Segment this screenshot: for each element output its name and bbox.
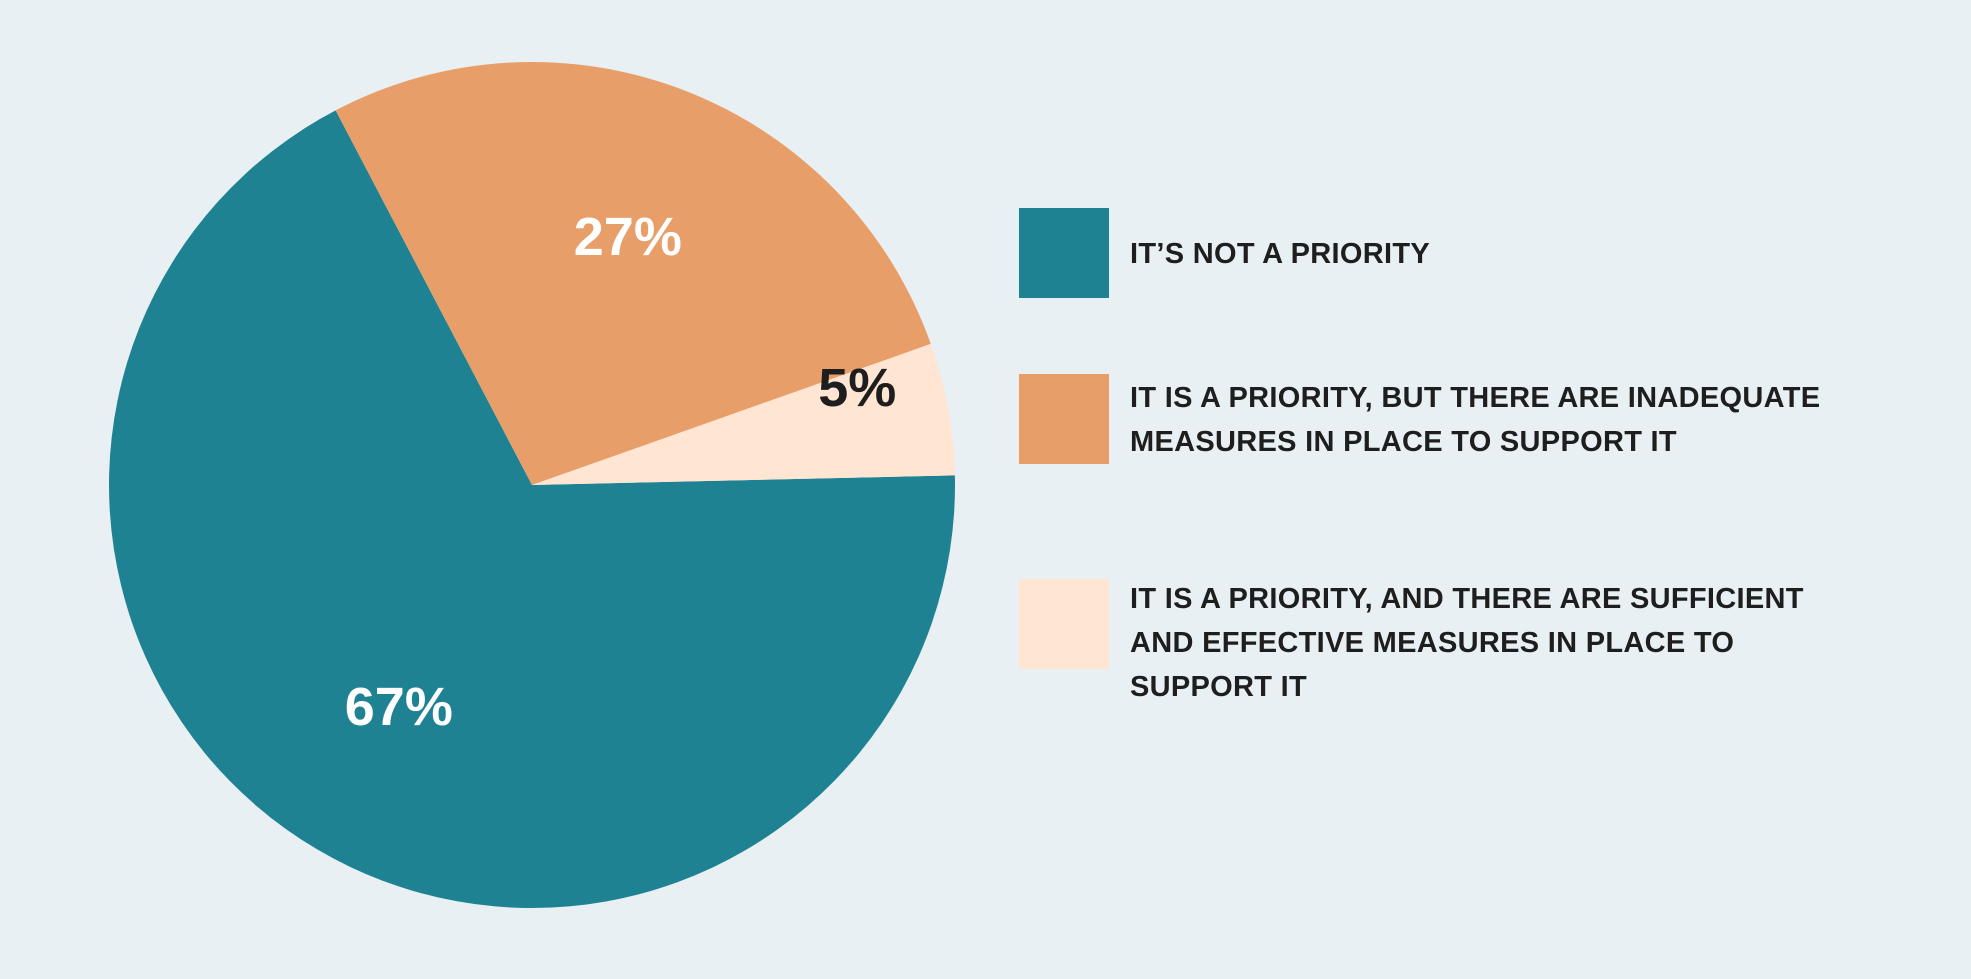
slice-inadequate-measures (335, 61, 931, 485)
legend-label-line: IT IS A PRIORITY, AND THERE ARE SUFFICIE… (1130, 583, 1804, 615)
slice-not-priority (108, 110, 955, 908)
slice-sufficient-measures (532, 343, 955, 485)
legend-label: IT IS A PRIORITY, BUT THERE ARE INADEQUA… (1130, 376, 1890, 464)
legend-label-line: IT’S NOT A PRIORITY (1130, 238, 1431, 270)
legend-label: IT’S NOT A PRIORITY (1130, 232, 1890, 276)
slice-value-label: 67% (345, 677, 453, 737)
slice-value-label: 27% (574, 207, 682, 267)
legend-swatch-peach (1019, 579, 1109, 669)
legend-label-line: MEASURES IN PLACE TO SUPPORT IT (1130, 426, 1677, 458)
legend-label-line: AND EFFECTIVE MEASURES IN PLACE TO (1130, 627, 1735, 659)
legend-swatch-teal (1019, 208, 1109, 298)
legend-swatch-orange (1019, 374, 1109, 464)
legend-label: IT IS A PRIORITY, AND THERE ARE SUFFICIE… (1130, 577, 1890, 709)
slice-value-label: 5% (818, 358, 896, 418)
legend-label-line: IT IS A PRIORITY, BUT THERE ARE INADEQUA… (1130, 382, 1821, 414)
legend-label-line: SUPPORT IT (1130, 671, 1308, 703)
